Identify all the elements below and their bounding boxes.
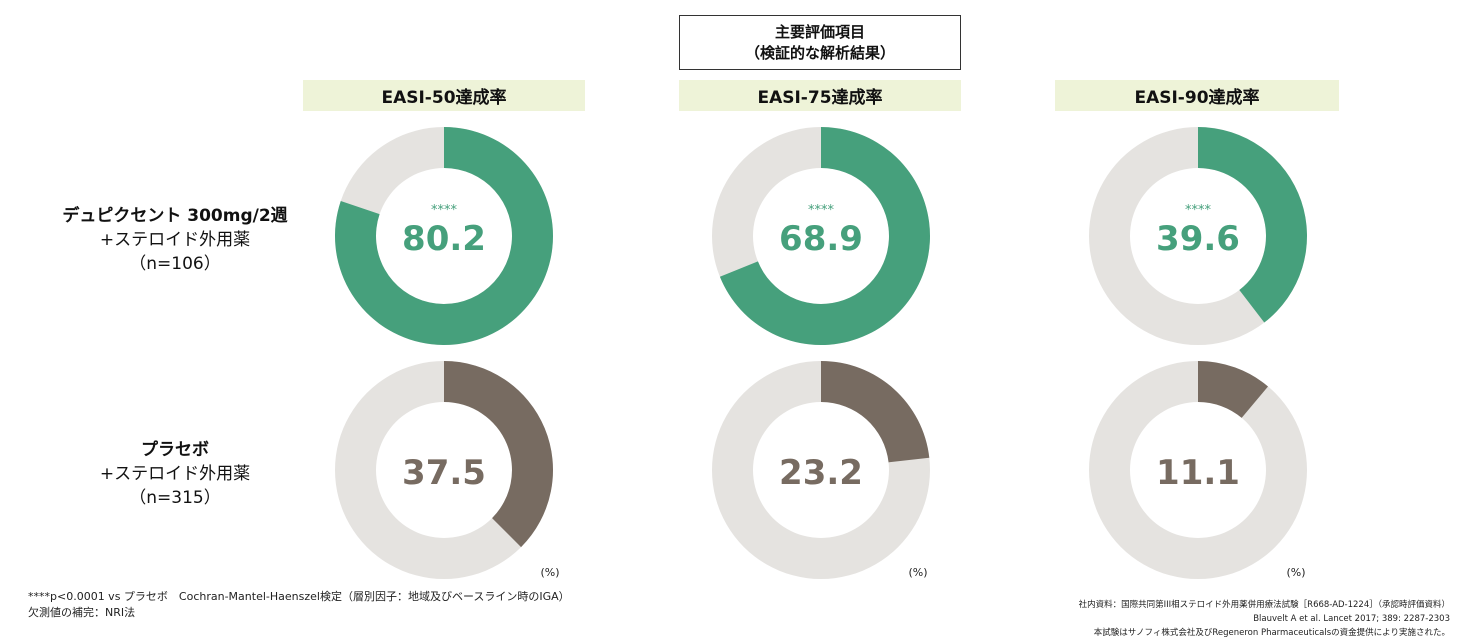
row-label-placebo: プラセボ +ステロイド外用薬 （n=315） [30,438,320,510]
row-label-dupixent-name: デュピクセント 300mg/2週 [62,206,288,226]
donut-value-label-s1-c1: 23.2 [779,453,863,493]
significance-mark-s0-c0: **** [431,203,458,218]
source-line-1: 社内資料：国際共同第III相ステロイド外用薬併用療法試験［R668-AD-122… [1078,600,1450,610]
primary-endpoint-subtitle: （検証的な解析結果） [744,43,895,62]
column-header-easi75: EASI-75達成率 [679,80,961,111]
donut-segment-s0-c1 [719,127,930,345]
footnote-imputation: 欠測値の補完：NRI法 [28,606,136,619]
column-header-easi90: EASI-90達成率 [1055,80,1339,111]
unit-label-c0: (%) [540,566,559,579]
unit-label-c2: (%) [1286,566,1305,579]
donut-segment-s0-c0 [335,127,553,345]
source-line-2: Blauvelt A et al. Lancet 2017; 389: 2287… [1253,614,1450,624]
source-citation: 社内資料：国際共同第III相ステロイド外用薬併用療法試験［R668-AD-122… [1079,598,1450,640]
donut-value-label-s0-c1: 68.9 [779,219,863,259]
row-label-dupixent-combo: +ステロイド外用薬 [99,230,251,250]
donut-segment-s1-c0 [444,360,554,548]
unit-label-c1: (%) [908,566,927,579]
donut-value-label-s0-c2: 39.6 [1156,219,1240,259]
donut-track-s1-c2 [1088,361,1307,579]
source-line-3: 本試験はサノフィ株式会社及びRegeneron Pharmaceuticalsの… [1093,628,1450,638]
donut-segment-s1-c1 [821,361,930,463]
significance-mark-s0-c2: **** [1185,203,1212,218]
primary-endpoint-box: 主要評価項目 （検証的な解析結果） [679,15,961,70]
donut-value-label-s1-c2: 11.1 [1156,453,1240,493]
row-label-placebo-name: プラセボ [141,440,209,460]
column-header-easi50: EASI-50達成率 [303,80,585,111]
row-label-placebo-n: （n=315） [129,488,221,508]
donut-segment-s1-c2 [1198,361,1269,418]
footnote: ****p<0.0001 vs プラセボ Cochran-Mantel-Haen… [28,589,728,621]
row-label-dupixent-n: （n=106） [129,254,221,274]
donut-value-label-s0-c0: 80.2 [402,219,486,259]
donut-segment-s0-c2 [1198,127,1307,323]
footnote-significance: ****p<0.0001 vs プラセボ Cochran-Mantel-Haen… [28,590,570,603]
primary-endpoint-title: 主要評価項目 [774,22,865,41]
donut-value-label-s1-c0: 37.5 [402,453,486,493]
significance-mark-s0-c1: **** [808,203,835,218]
row-label-dupixent: デュピクセント 300mg/2週 +ステロイド外用薬 （n=106） [30,204,320,276]
row-label-placebo-combo: +ステロイド外用薬 [99,464,251,484]
